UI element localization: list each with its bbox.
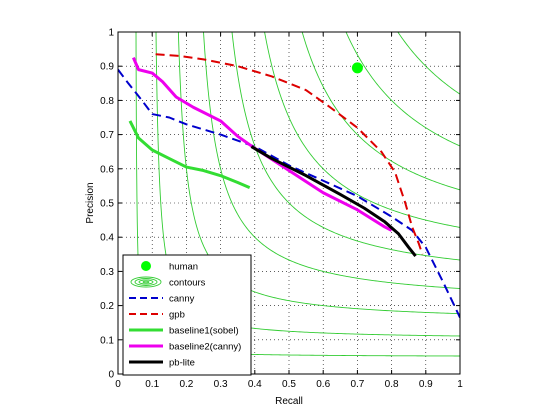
series-line-pb-lite xyxy=(250,145,417,257)
x-tick-label: 1 xyxy=(457,379,463,390)
contour-line xyxy=(231,32,460,261)
legend-swatch-contours xyxy=(138,279,154,285)
contour-line xyxy=(397,32,460,95)
x-tick-label: 0.5 xyxy=(282,379,296,390)
legend-swatch-contours xyxy=(134,278,158,286)
legend-label: baseline2(canny) xyxy=(169,342,241,353)
x-tick-label: 0.9 xyxy=(419,379,433,390)
y-tick-label: 0.9 xyxy=(100,62,114,73)
y-tick-label: 0.1 xyxy=(100,335,114,346)
x-tick-label: 0 xyxy=(115,379,121,390)
legend-swatch-human xyxy=(141,261,151,271)
axis-ticks: 0 0.1 0.2 0.3 0.4 0.5 0.6 0.7 0.8 0.9 1 0 0.1 0.2 0.3 0… xyxy=(100,28,463,391)
legend-label: pb-lite xyxy=(169,358,195,369)
legend-swatch-contours xyxy=(130,276,162,288)
y-tick-label: 0.8 xyxy=(100,96,114,107)
x-tick-label: 0.3 xyxy=(214,379,228,390)
contour-line xyxy=(301,32,460,191)
y-tick-label: 0.5 xyxy=(100,199,114,210)
y-tick-label: 1 xyxy=(108,28,114,39)
series-line-gpb xyxy=(155,53,424,255)
x-tick-label: 0.7 xyxy=(350,379,364,390)
x-tick-label: 0.1 xyxy=(145,379,159,390)
y-tick-label: 0.4 xyxy=(100,233,114,244)
series-layer xyxy=(118,53,460,318)
legend-label: human xyxy=(169,262,198,273)
legend-label: contours xyxy=(169,278,206,289)
y-tick-label: 0.7 xyxy=(100,130,114,141)
legend-label: canny xyxy=(169,294,195,305)
y-axis-label: Precision xyxy=(85,182,96,223)
x-tick-label: 0.4 xyxy=(248,379,262,390)
legend-label: gpb xyxy=(169,310,185,321)
contour-line xyxy=(203,32,460,289)
series-line-baseline2-canny- xyxy=(132,57,393,232)
x-tick-label: 0.2 xyxy=(179,379,193,390)
series-line-canny xyxy=(118,69,460,318)
series-line-baseline1-sobel- xyxy=(128,120,251,189)
y-tick-label: 0.2 xyxy=(100,301,114,312)
legend-label: baseline1(sobel) xyxy=(169,326,239,337)
legend-swatch-contours xyxy=(142,280,150,284)
y-tick-label: 0.3 xyxy=(100,267,114,278)
legend: human contours canny gpb baseline1(sobel) bas… xyxy=(122,254,252,376)
x-axis-label: Recall xyxy=(275,396,303,407)
x-tick-label: 0.6 xyxy=(316,379,330,390)
y-tick-label: 0 xyxy=(108,370,114,381)
human-point xyxy=(351,62,363,74)
y-tick-label: 0.6 xyxy=(100,164,114,175)
x-tick-label: 0.8 xyxy=(385,379,399,390)
contour-line xyxy=(264,32,460,228)
contour-line xyxy=(345,32,460,147)
